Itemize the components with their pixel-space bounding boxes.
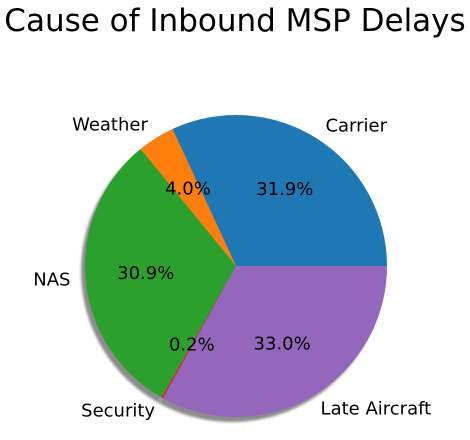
pie-category-label-late-aircraft: Late Aircraft <box>321 398 432 419</box>
pie-wedge-nas <box>85 149 236 398</box>
chart-title: Cause of Inbound MSP Delays <box>4 3 466 39</box>
pie-wedge-carrier <box>172 114 387 266</box>
pie-wedge-late-aircraft <box>163 266 387 417</box>
pie-wedge-layer <box>85 114 387 417</box>
pie-label-layer: Carrier 31.9% Weather 4.0% NAS 30.9% Security 0… <box>33 115 431 422</box>
pie-percent-label-late-aircraft: 33.0% <box>254 333 311 354</box>
pie-percent-label-weather: 4.0% <box>165 179 211 200</box>
pie-percent-label-security: 0.2% <box>169 335 215 356</box>
pie-wedge-weather <box>140 128 236 266</box>
pie-category-label-weather: Weather <box>72 115 148 136</box>
pie-wedge-security <box>161 266 236 399</box>
pie-percent-label-nas: 30.9% <box>117 263 174 284</box>
pie-category-label-nas: NAS <box>33 270 70 291</box>
pie-category-label-security: Security <box>81 401 155 422</box>
pie-percent-label-carrier: 31.9% <box>256 179 313 200</box>
pie-category-label-carrier: Carrier <box>325 116 387 137</box>
